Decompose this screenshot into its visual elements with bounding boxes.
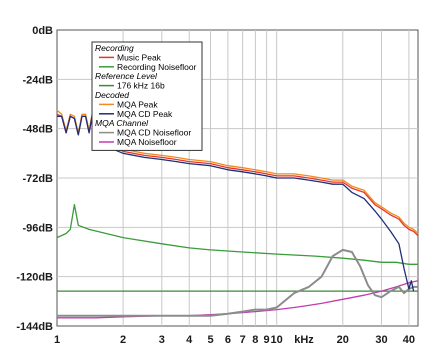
x-tick-label: 9 bbox=[264, 334, 270, 346]
series-line-mqa-peak bbox=[56, 109, 419, 234]
legend-group-label: Reference Level bbox=[95, 71, 158, 81]
x-tick-label: 40 bbox=[403, 334, 415, 346]
x-tick-label: 20 bbox=[337, 334, 349, 346]
legend-item-label: Recording Noisefloor bbox=[117, 62, 197, 72]
legend-item-label: 176 kHz 16b bbox=[117, 81, 165, 91]
y-axis-ticks: 0dB -24dB -48dB -72dB -96dB -120dB -144dB bbox=[16, 25, 53, 333]
y-tick-label: 0dB bbox=[32, 25, 53, 37]
y-tick-label: -48dB bbox=[22, 124, 53, 136]
x-tick-label: 3 bbox=[159, 334, 165, 346]
grid bbox=[57, 30, 418, 326]
x-tick-label: 8 bbox=[252, 334, 258, 346]
x-tick-label: 6 bbox=[225, 334, 231, 346]
x-tick-label: 10 bbox=[271, 334, 283, 346]
y-tick-label: -144dB bbox=[16, 321, 53, 333]
series-layer bbox=[56, 109, 419, 319]
series-line-recording-noisefloor bbox=[56, 204, 418, 265]
x-tick-label: 2 bbox=[120, 334, 126, 346]
legend-group-label: MQA Channel bbox=[95, 118, 149, 128]
legend-item-label: Music Peak bbox=[117, 52, 162, 62]
legend-group-label: Decoded bbox=[95, 90, 129, 100]
y-tick-label: -72dB bbox=[22, 173, 53, 185]
y-tick-label: -96dB bbox=[22, 222, 53, 234]
series-line-mqa-cd-noisefloor bbox=[57, 248, 418, 317]
x-tick-label: 30 bbox=[375, 334, 387, 346]
x-tick-label: 7 bbox=[240, 334, 246, 346]
x-tick-label: 1 bbox=[54, 334, 60, 346]
series-line-mqa-cd-peak bbox=[57, 113, 415, 292]
x-tick-label: 4 bbox=[186, 334, 193, 346]
x-tick-label: 5 bbox=[207, 334, 213, 346]
y-tick-label: -24dB bbox=[22, 74, 53, 86]
legend-item-label: MQA CD Peak bbox=[117, 109, 173, 119]
x-axis-ticks: 1 2 3 4 5 6 7 8 9 10 20 30 40 bbox=[54, 334, 415, 346]
legend-item-label: MQA Peak bbox=[117, 99, 158, 109]
legend-item-label: MQA Noisefloor bbox=[117, 137, 177, 147]
legend-group-label: Recording bbox=[95, 43, 134, 53]
y-tick-label: -120dB bbox=[16, 272, 53, 284]
legend-item-label: MQA CD Noisefloor bbox=[117, 128, 191, 138]
x-unit-label: kHz bbox=[294, 334, 314, 346]
